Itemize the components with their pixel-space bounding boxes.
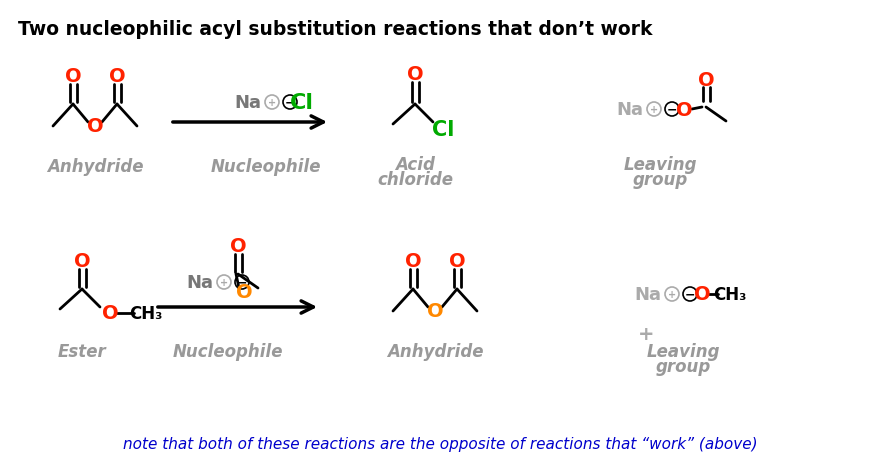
Text: Nucleophile: Nucleophile — [172, 342, 283, 360]
Text: group: group — [656, 357, 711, 375]
Text: Cl: Cl — [290, 93, 314, 113]
Text: Acid: Acid — [395, 156, 435, 174]
Text: Na: Na — [617, 101, 643, 119]
Text: O: O — [427, 302, 444, 321]
Text: Cl: Cl — [432, 120, 454, 140]
Text: Anhydride: Anhydride — [47, 157, 143, 176]
Text: Leaving: Leaving — [623, 156, 697, 174]
Text: O: O — [109, 67, 125, 86]
Text: O: O — [230, 237, 246, 256]
Text: O: O — [405, 252, 422, 271]
Text: Ester: Ester — [57, 342, 106, 360]
Text: O: O — [407, 65, 423, 84]
Text: +: + — [650, 105, 658, 115]
Text: −: − — [667, 103, 678, 116]
Text: O: O — [102, 304, 118, 323]
Text: O: O — [698, 70, 715, 90]
Text: CH₃: CH₃ — [129, 304, 163, 322]
Text: O: O — [87, 117, 103, 136]
Text: chloride: chloride — [377, 171, 453, 189]
Text: O: O — [676, 100, 693, 119]
Text: −: − — [685, 288, 695, 301]
Text: O: O — [74, 252, 91, 271]
Text: O: O — [693, 285, 710, 304]
Text: −: − — [237, 276, 247, 289]
Text: Na: Na — [634, 285, 662, 303]
Text: CH₃: CH₃ — [714, 285, 747, 303]
Text: +: + — [220, 277, 228, 287]
Text: O: O — [65, 67, 81, 86]
Text: Nucleophile: Nucleophile — [210, 157, 321, 176]
Text: +: + — [268, 98, 276, 108]
Text: Two nucleophilic acyl substitution reactions that don’t work: Two nucleophilic acyl substitution react… — [18, 20, 652, 39]
Text: −: − — [285, 96, 296, 109]
Text: group: group — [633, 171, 687, 189]
Text: +: + — [668, 289, 676, 299]
Text: Na: Na — [234, 94, 261, 112]
Text: Anhydride: Anhydride — [386, 342, 483, 360]
Text: O: O — [236, 283, 253, 302]
Text: Leaving: Leaving — [646, 342, 720, 360]
Text: +: + — [638, 325, 654, 344]
Text: O: O — [449, 252, 466, 271]
Text: note that both of these reactions are the opposite of reactions that “work” (abo: note that both of these reactions are th… — [122, 437, 758, 452]
Text: Na: Na — [187, 274, 214, 291]
